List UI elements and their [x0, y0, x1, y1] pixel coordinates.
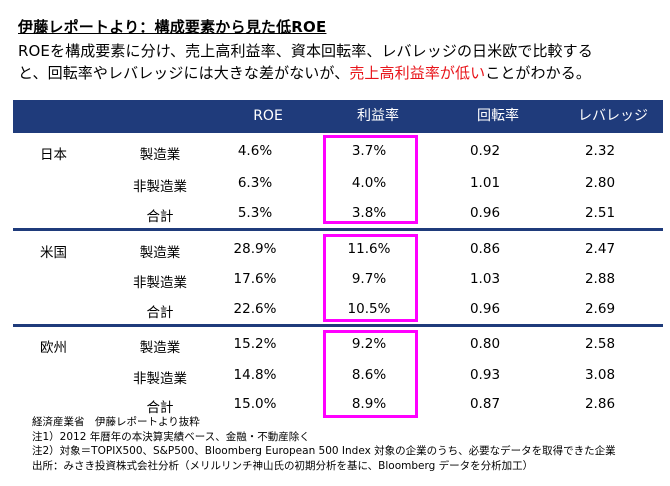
margin-value: 4.0%	[351, 175, 387, 191]
footnote-source: 出所：みさき投資株式会社分析（メリルリンチ神山氏の初期分析を基に、Bloombe…	[32, 459, 534, 472]
margin-value: 10.5%	[347, 301, 391, 317]
footnote-2: 注2）対象＝TOPIX500、S&P500、Bloomberg European…	[32, 445, 616, 457]
footnote-source-excerpt: 経済産業省 伊藤レポートより抜粋	[32, 416, 200, 428]
lead-emphasis: 売上高利益率が低い	[349, 64, 486, 82]
footnote-1: 注1）2012 年暦年の本決算実績ベース、金融・不動産除く	[32, 430, 310, 443]
roe-value: 5.3%	[237, 205, 273, 221]
region-label: 日本	[40, 147, 67, 163]
header-margin: 利益率	[357, 108, 399, 124]
margin-value: 3.8%	[351, 205, 387, 221]
segment-label: 非製造業	[133, 179, 187, 195]
segment-label: 製造業	[139, 147, 181, 163]
group-divider	[13, 324, 663, 327]
margin-value: 8.6%	[351, 367, 387, 383]
roe-value: 4.6%	[237, 143, 273, 159]
leverage-value: 2.69	[584, 301, 616, 317]
region-label: 欧州	[40, 340, 67, 356]
region-label: 米国	[40, 245, 67, 261]
margin-highlight-us	[323, 234, 418, 322]
turnover-value: 0.87	[469, 396, 501, 412]
turnover-value: 0.96	[469, 205, 501, 221]
leverage-value: 3.08	[584, 367, 616, 383]
turnover-value: 1.01	[469, 175, 501, 191]
roe-value: 6.3%	[237, 175, 273, 191]
leverage-value: 2.32	[584, 143, 616, 159]
lead-line-2-post: ことがわかる。	[485, 64, 591, 82]
turnover-value: 0.93	[469, 367, 501, 383]
segment-label: 合計	[146, 305, 174, 321]
lead-line-1: ROEを構成要素に分け、売上高利益率、資本回転率、レバレッジの日米欧で比較する	[18, 42, 593, 60]
leverage-value: 2.88	[584, 271, 616, 287]
page-title: 伊藤レポートより：構成要素から見た低ROE	[18, 18, 327, 36]
roe-value: 22.6%	[233, 301, 277, 317]
header-turnover: 回転率	[477, 108, 519, 124]
turnover-value: 0.96	[469, 301, 501, 317]
roe-value: 17.6%	[233, 271, 277, 287]
leverage-value: 2.58	[584, 336, 616, 352]
segment-label: 非製造業	[133, 275, 187, 291]
leverage-value: 2.80	[584, 175, 616, 191]
lead-line-2: と、回転率やレバレッジには大きな差がないが、売上高利益率が低いことがわかる。	[18, 62, 591, 83]
segment-label: 合計	[146, 209, 174, 225]
header-leverage: レバレッジ	[578, 108, 648, 124]
table-header: ROE 利益率 回転率 レバレッジ	[13, 100, 663, 133]
leverage-value: 2.47	[584, 241, 616, 257]
segment-label: 製造業	[139, 245, 181, 261]
footnotes: 経済産業省 伊藤レポートより抜粋 注1）2012 年暦年の本決算実績ベース、金融…	[32, 415, 616, 473]
segment-label: 非製造業	[133, 371, 187, 387]
lead-line-2-pre: と、回転率やレバレッジには大きな差がないが、	[18, 64, 350, 82]
roe-value: 28.9%	[233, 241, 277, 257]
roe-value: 15.2%	[233, 336, 277, 352]
segment-label: 製造業	[139, 340, 181, 356]
margin-value: 3.7%	[351, 143, 387, 159]
turnover-value: 0.80	[469, 336, 501, 352]
margin-value: 11.6%	[347, 241, 391, 257]
leverage-value: 2.86	[584, 396, 616, 412]
turnover-value: 1.03	[469, 271, 501, 287]
margin-value: 8.9%	[351, 396, 387, 412]
turnover-value: 0.92	[469, 143, 501, 159]
margin-value: 9.2%	[351, 336, 387, 352]
margin-value: 9.7%	[351, 271, 387, 287]
header-roe: ROE	[253, 108, 283, 124]
group-divider	[13, 228, 663, 231]
roe-value: 15.0%	[233, 396, 277, 412]
turnover-value: 0.86	[469, 241, 501, 257]
leverage-value: 2.51	[584, 205, 616, 221]
margin-highlight-japan	[323, 135, 418, 224]
margin-highlight-europe	[323, 330, 418, 418]
roe-value: 14.8%	[233, 367, 277, 383]
segment-label: 合計	[146, 400, 174, 416]
